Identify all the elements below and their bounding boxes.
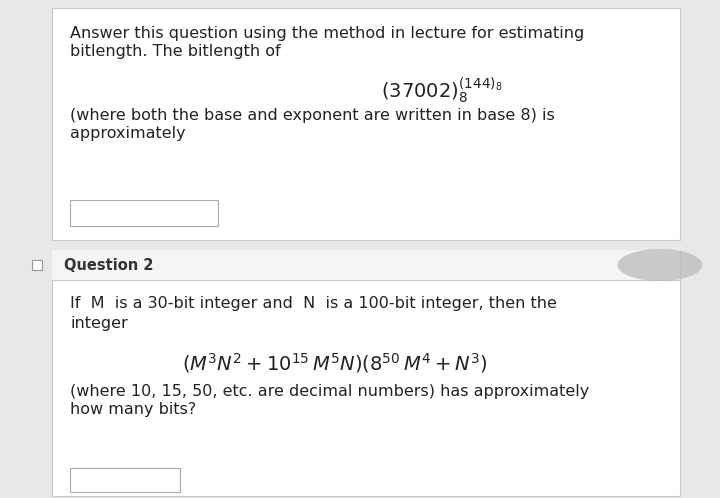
FancyBboxPatch shape	[70, 200, 218, 226]
Text: bitlength. The bitlength of: bitlength. The bitlength of	[70, 44, 281, 59]
Text: $(M^3N^2 + 10^{15}\,M^5N)(8^{50}\,M^4 + N^3)$: $(M^3N^2 + 10^{15}\,M^5N)(8^{50}\,M^4 + …	[182, 351, 487, 375]
FancyBboxPatch shape	[52, 250, 680, 496]
Bar	[0, 240, 720, 250]
Text: approximately: approximately	[70, 126, 186, 141]
Text: integer: integer	[70, 316, 127, 331]
Text: $(37002)_8^{(144)_8}$: $(37002)_8^{(144)_8}$	[381, 76, 502, 106]
Text: (where both the base and exponent are written in base 8) is: (where both the base and exponent are wr…	[70, 108, 554, 123]
Bar	[52, 250, 680, 280]
Text: If  M  is a 30-bit integer and  N  is a 100-bit integer, then the: If M is a 30-bit integer and N is a 100-…	[70, 296, 557, 311]
Text: how many bits?: how many bits?	[70, 402, 197, 417]
Text: (where 10, 15, 50, etc. are decimal numbers) has approximately: (where 10, 15, 50, etc. are decimal numb…	[70, 384, 589, 399]
Text: Answer this question using the method in lecture for estimating: Answer this question using the method in…	[70, 26, 584, 41]
FancyBboxPatch shape	[32, 260, 42, 270]
Ellipse shape	[618, 249, 703, 281]
FancyBboxPatch shape	[70, 468, 180, 492]
Text: Question 2: Question 2	[64, 257, 153, 272]
FancyBboxPatch shape	[52, 8, 680, 240]
